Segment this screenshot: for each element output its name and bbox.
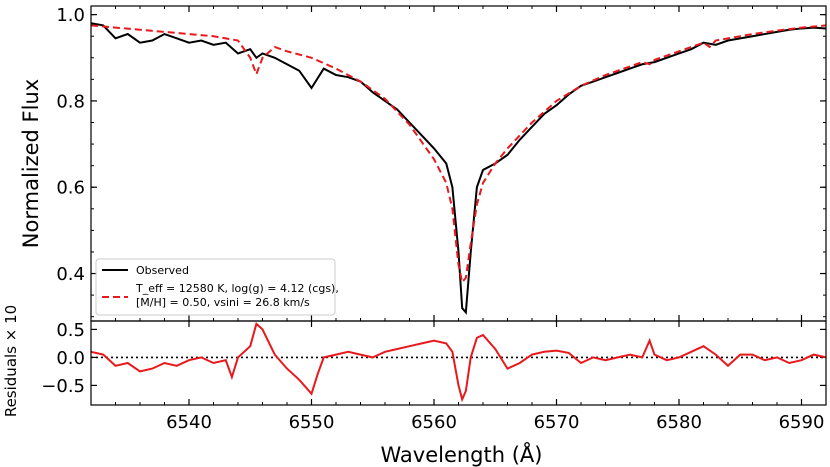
res-y-tick-label-0: −0.5 bbox=[41, 376, 85, 397]
main-y-axis-label: Normalized Flux bbox=[19, 79, 43, 248]
x-tick-label-3: 6570 bbox=[534, 412, 580, 433]
legend-model-label-line1: T_eff = 12580 K, log(g) = 4.12 (cgs), bbox=[135, 282, 339, 295]
legend-observed-label: Observed bbox=[136, 264, 189, 277]
legend-box bbox=[95, 258, 336, 316]
residuals-y-ticks: −0.5 0.0 0.5 bbox=[41, 320, 826, 397]
x-tick-label-2: 6560 bbox=[411, 412, 457, 433]
model-series-line bbox=[90, 24, 827, 285]
observed-series-line bbox=[90, 22, 827, 315]
x-tick-label-1: 6550 bbox=[289, 412, 335, 433]
x-tick-label-5: 6590 bbox=[779, 412, 825, 433]
residuals-panel-frame bbox=[90, 320, 827, 406]
residuals-series-line bbox=[90, 321, 827, 403]
x-tick-label-4: 6580 bbox=[656, 412, 702, 433]
residuals-panel: −0.5 0.0 0.5 6540 6550 6560 6570 6580 6590 Resi… bbox=[2, 305, 827, 467]
main-y-tick-label-2: 0.8 bbox=[56, 91, 85, 112]
main-y-tick-label-0: 0.4 bbox=[56, 264, 85, 285]
main-y-tick-label-1: 0.6 bbox=[56, 178, 85, 199]
main-panel: 0.4 0.6 0.8 1.0 Normalized Flux Observed T_… bbox=[19, 5, 827, 322]
x-tick-label-0: 6540 bbox=[166, 412, 212, 433]
res-y-tick-label-2: 0.5 bbox=[56, 320, 85, 341]
residuals-x-ticks: 6540 6550 6560 6570 6580 6590 bbox=[90, 321, 827, 433]
main-y-tick-label-3: 1.0 bbox=[56, 5, 85, 26]
x-axis-label: Wavelength (Å) bbox=[380, 441, 542, 467]
residuals-y-axis-label: Residuals × 10 bbox=[2, 305, 20, 417]
legend-model-label-line2: [M/H] = 0.50, vsini = 26.8 km/s bbox=[136, 296, 310, 309]
legend: Observed T_eff = 12580 K, log(g) = 4.12 … bbox=[95, 258, 339, 316]
res-y-tick-label-1: 0.0 bbox=[56, 348, 85, 369]
